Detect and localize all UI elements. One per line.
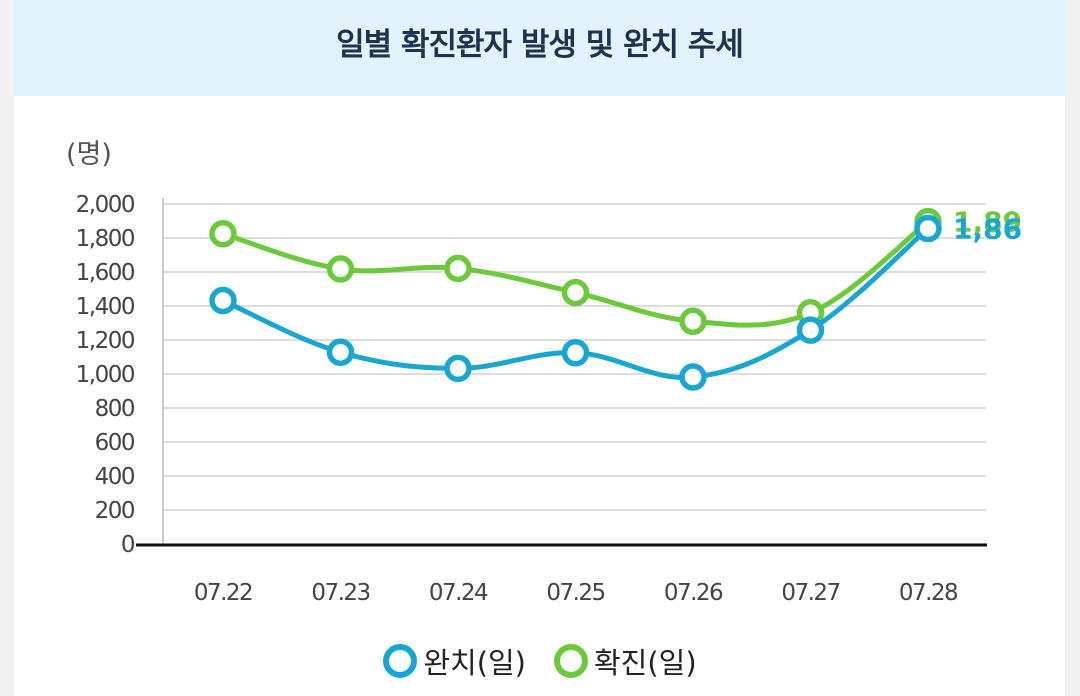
- data-point-recovered: [914, 214, 942, 243]
- data-label-confirmed: 1,89: [953, 206, 1022, 239]
- x-tick-label: 07.24: [429, 580, 488, 606]
- legend-item-recovered[interactable]: 완치(일): [383, 640, 526, 682]
- x-tick-label: 07.22: [194, 580, 252, 606]
- data-labels: 1,891,86: [953, 206, 1022, 246]
- data-point-recovered: [444, 354, 472, 383]
- data-point-confirmed: [679, 307, 707, 336]
- axes: [136, 198, 987, 547]
- chart-card: 일별 확진환자 발생 및 완치 추세: [14, 0, 1065, 696]
- x-tick-label: 07.23: [311, 580, 369, 606]
- legend-marker-confirmed: [554, 644, 588, 678]
- y-tick-label: 1,200: [76, 328, 135, 354]
- data-point-recovered: [326, 338, 355, 366]
- y-tick-label: 200: [95, 498, 135, 524]
- data-point-recovered: [679, 363, 707, 391]
- x-tick-label: 07.26: [664, 580, 723, 606]
- legend-marker-recovered: [383, 644, 418, 678]
- x-tick-label: 07.28: [899, 580, 958, 606]
- y-tick-label: 1,000: [76, 362, 135, 388]
- y-tick-label: 2,000: [76, 192, 135, 218]
- data-point-recovered: [209, 286, 237, 315]
- data-point-recovered: [796, 316, 825, 344]
- legend-label-recovered: 완치(일): [423, 646, 526, 680]
- y-tick-label: 0: [121, 532, 135, 558]
- y-tick-label: 1,400: [76, 294, 135, 320]
- legend-label-confirmed: 확진(일): [594, 646, 697, 680]
- y-unit-label: (명): [66, 139, 112, 170]
- series-layer: [209, 207, 942, 391]
- x-tick-label: 07.27: [781, 580, 839, 606]
- data-point-confirmed: [444, 254, 472, 283]
- data-point-recovered: [561, 339, 590, 367]
- y-tick-label: 600: [95, 430, 135, 456]
- y-tick-label: 400: [95, 464, 135, 490]
- data-point-confirmed: [209, 220, 237, 248]
- y-tick-label: 800: [95, 396, 135, 422]
- data-point-confirmed: [561, 278, 590, 307]
- x-tick-label: 07.25: [546, 580, 604, 606]
- y-tick-labels: 0 200 400 600 800 1,000 1,200 1,400 1,600 1,800 2,…: [76, 192, 137, 558]
- data-label-recovered: 1,86: [953, 212, 1022, 245]
- y-tick-label: 1,800: [76, 226, 135, 252]
- chart-header: 일별 확진환자 발생 및 완치 추세: [14, 0, 1065, 96]
- legend: 완치(일) 확진(일): [0, 636, 1080, 686]
- y-tick-label: 1,600: [76, 260, 135, 286]
- legend-item-confirmed[interactable]: 확진(일): [554, 640, 697, 682]
- x-tick-labels: 07.22 07.23 07.24 07.25 07.26 07.27 07.28: [194, 580, 960, 606]
- data-point-confirmed: [326, 255, 355, 283]
- grid-lines: [164, 203, 986, 511]
- chart-title: 일별 확진환자 발생 및 완치 추세: [336, 26, 744, 63]
